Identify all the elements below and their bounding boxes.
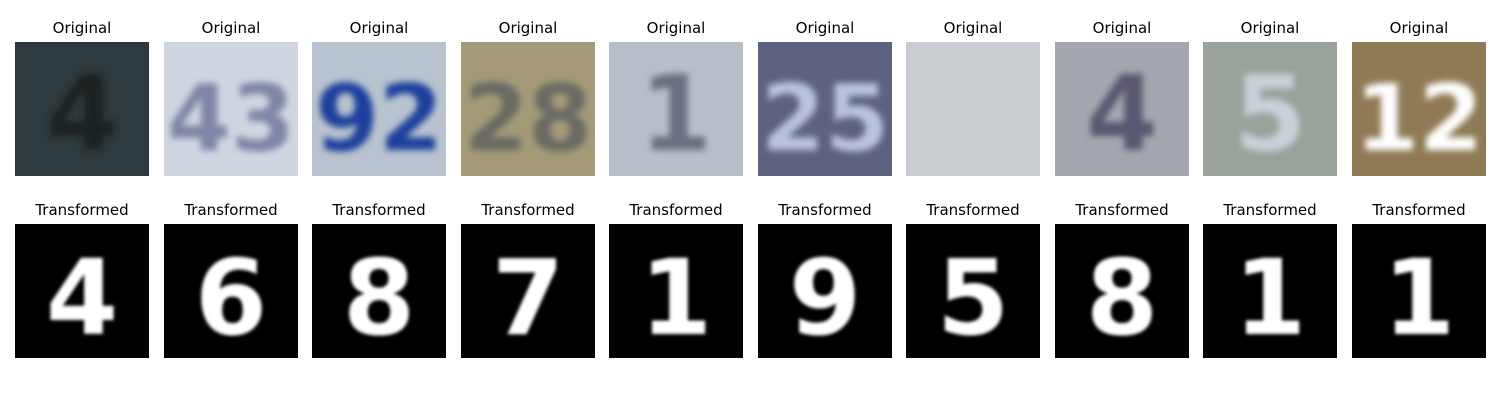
digit-glyph: 4 [46, 237, 118, 358]
original-image: 1 [609, 42, 743, 176]
digit-glyph: 9 [789, 237, 861, 358]
panel-title: Transformed [481, 201, 575, 219]
transformed-image: 6 [164, 224, 298, 358]
transformed-image: 1 [1203, 224, 1337, 358]
transformed-image: 8 [312, 224, 446, 358]
panel-title: Transformed [926, 201, 1020, 219]
digit-glyph: 25 [761, 65, 889, 172]
panel-title: Original [349, 19, 409, 37]
digit-glyph: 28 [464, 65, 592, 172]
digit-glyph: 1 [640, 237, 712, 358]
original-image: 12 [1352, 42, 1486, 176]
digit-glyph: 4 [46, 53, 118, 175]
digit-glyph: 6 [195, 237, 267, 358]
panel-title: Transformed [1223, 201, 1317, 219]
original-image [906, 42, 1040, 176]
panel-title: Transformed [332, 201, 426, 219]
panel-title: Original [1092, 19, 1152, 37]
original-image: 43 [164, 42, 298, 176]
digit-glyph: 1 [1383, 237, 1455, 358]
panel-title: Original [795, 19, 855, 37]
original-image: 28 [461, 42, 595, 176]
digit-glyph: 1 [1234, 237, 1306, 358]
digit-glyph: 12 [1355, 65, 1483, 172]
panel-title: Transformed [35, 201, 129, 219]
digit-glyph: 8 [1086, 237, 1158, 358]
panel-title: Original [498, 19, 558, 37]
transformed-image: 9 [758, 224, 892, 358]
panel-title: Original [646, 19, 706, 37]
panel-title: Transformed [1372, 201, 1466, 219]
panel-title: Original [52, 19, 112, 37]
transformed-image: 1 [609, 224, 743, 358]
digit-glyph: 8 [343, 237, 415, 358]
transformed-image: 7 [461, 224, 595, 358]
transformed-image: 4 [15, 224, 149, 358]
panel-title: Original [1389, 19, 1449, 37]
digit-glyph: 7 [492, 237, 564, 358]
panel-title: Original [201, 19, 261, 37]
panel-title: Transformed [184, 201, 278, 219]
transformed-image: 1 [1352, 224, 1486, 358]
original-image: 5 [1203, 42, 1337, 176]
digit-glyph: 5 [1234, 53, 1306, 175]
original-image: 4 [1055, 42, 1189, 176]
transformed-image: 8 [1055, 224, 1189, 358]
panel-title: Original [1240, 19, 1300, 37]
transformed-image: 5 [906, 224, 1040, 358]
original-image: 92 [312, 42, 446, 176]
panel-title: Transformed [629, 201, 723, 219]
original-image: 25 [758, 42, 892, 176]
panel-title: Original [943, 19, 1003, 37]
digit-glyph: 5 [937, 237, 1009, 358]
original-image: 4 [15, 42, 149, 176]
digit-glyph: 43 [167, 65, 295, 172]
panel-title: Transformed [1075, 201, 1169, 219]
digit-glyph: 1 [640, 53, 712, 175]
digit-glyph: 4 [1086, 53, 1158, 175]
panel-title: Transformed [778, 201, 872, 219]
digit-glyph: 92 [315, 65, 443, 172]
